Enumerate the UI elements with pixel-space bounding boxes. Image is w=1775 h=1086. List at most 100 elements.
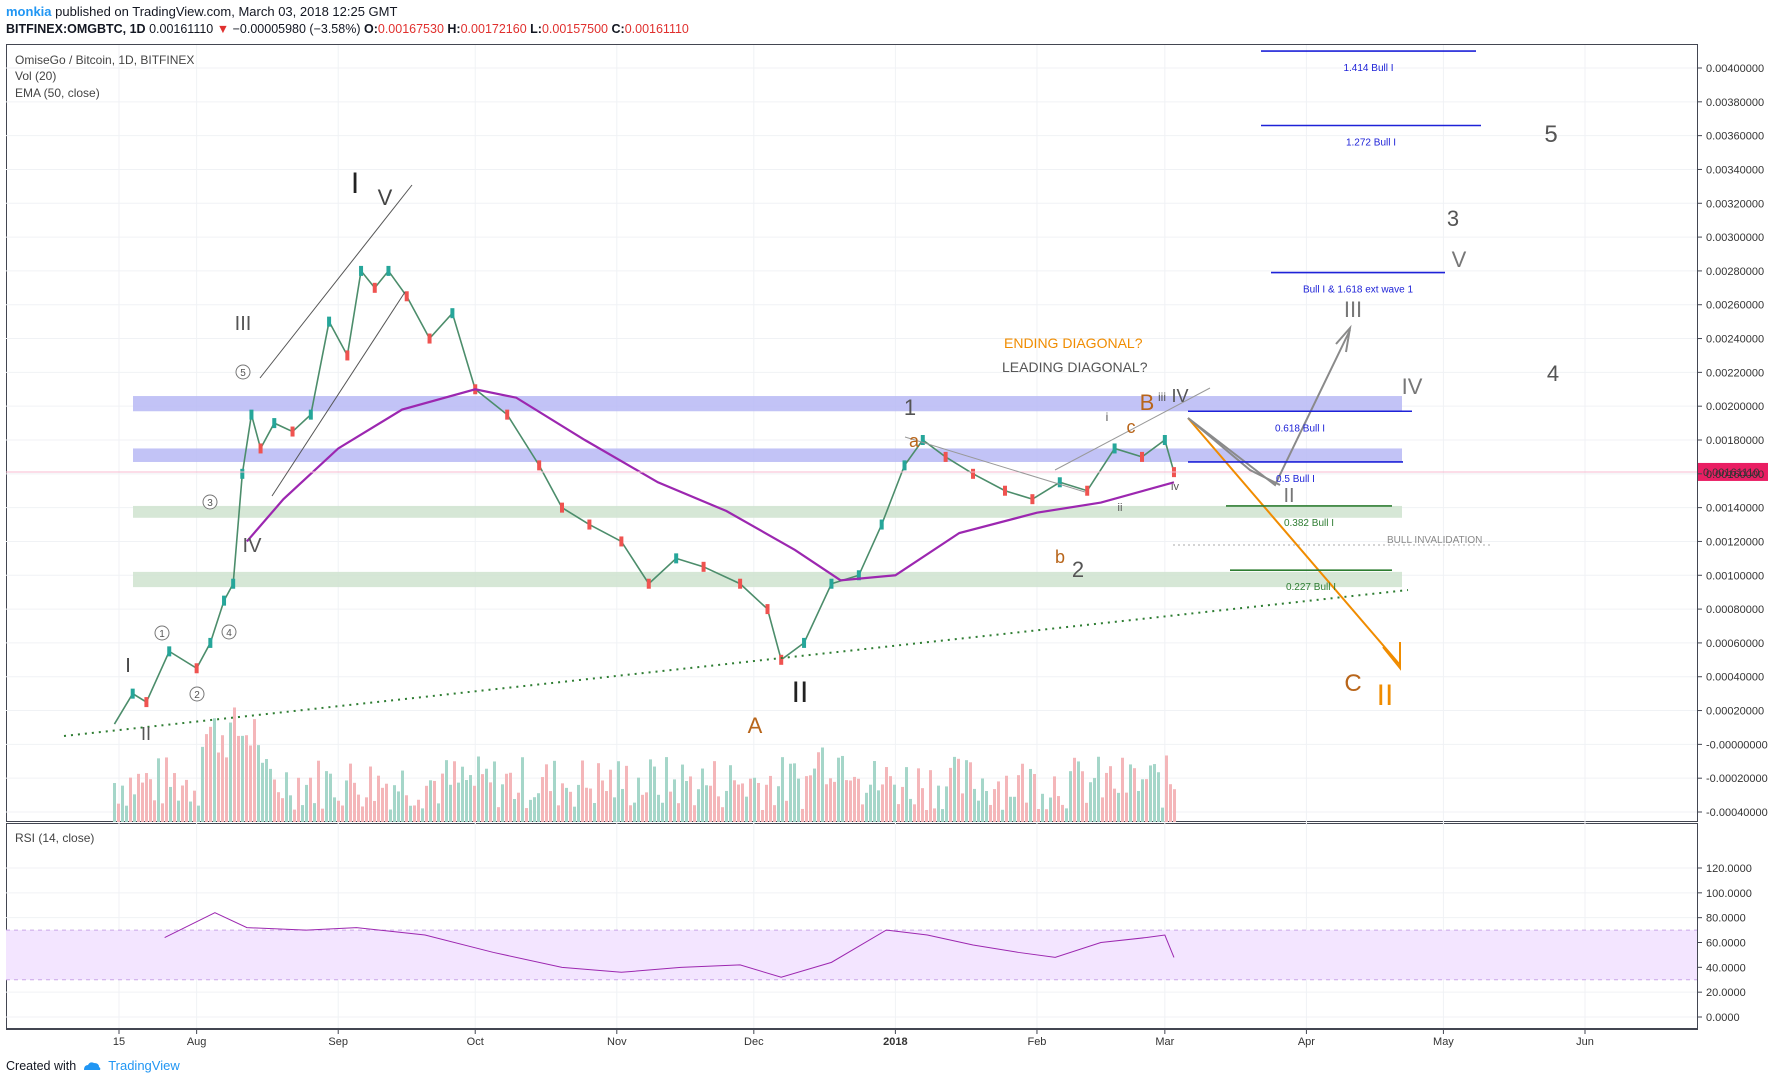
- volume-bar: [205, 734, 208, 822]
- volume-bar: [777, 786, 780, 822]
- volume-bar: [509, 772, 512, 822]
- volume-bar: [281, 798, 284, 822]
- fib-level-label: 1.414 Bull I: [1343, 63, 1393, 74]
- volume-bar: [681, 764, 684, 822]
- time-tick-label: Sep: [328, 1036, 348, 1048]
- volume-bar: [337, 800, 340, 822]
- candle: [359, 265, 364, 276]
- price-axis[interactable]: 0.00400000 0.00380000 0.00360000 0.00340000…: [1697, 63, 1768, 819]
- volume-bar: [593, 803, 596, 822]
- volume-bar: [1173, 789, 1176, 822]
- volume-bar: [1093, 777, 1096, 822]
- candle: [587, 519, 592, 530]
- publish-info: published on TradingView.com, March 03, …: [55, 4, 398, 19]
- rsi-tick-label: 20.0000: [1706, 987, 1746, 999]
- volume-bar: [785, 800, 788, 822]
- volume-bar: [881, 784, 884, 822]
- open-label: O:: [363, 22, 378, 36]
- volume-bar: [625, 765, 628, 822]
- volume-bar: [1045, 809, 1048, 822]
- candle: [372, 282, 377, 293]
- legend-title[interactable]: OmiseGo / Bitcoin, 1D, BITFINEX: [15, 53, 194, 67]
- time-axis[interactable]: 15 Aug Sep Oct Nov Dec 2018 Feb Mar Apr May Jun: [113, 1029, 1594, 1048]
- candle: [829, 578, 834, 589]
- candle: [619, 536, 624, 547]
- volume-bar: [297, 777, 300, 822]
- wave-label: I: [125, 655, 131, 677]
- candle: [802, 637, 807, 648]
- volume-bar: [1001, 809, 1004, 822]
- volume-bar: [1149, 765, 1152, 822]
- candle: [222, 595, 227, 606]
- volume-bar: [493, 761, 496, 822]
- volume-bar: [1113, 788, 1116, 822]
- volume-bar: [905, 767, 908, 822]
- wedge-line: [904, 436, 1086, 493]
- volume-bar: [521, 757, 524, 822]
- volume-bar: [949, 767, 952, 822]
- volume-bar: [1137, 791, 1140, 822]
- volume-bar: [1105, 772, 1108, 822]
- volume-bar: [773, 805, 776, 822]
- volume-bar: [453, 761, 456, 822]
- candle: [290, 426, 295, 437]
- volume-bar: [157, 758, 160, 822]
- volume-bar: [229, 722, 232, 822]
- price-tick-label: 0.00320000: [1706, 198, 1764, 210]
- volume-bar: [1057, 796, 1060, 822]
- volume-bar: [385, 783, 388, 822]
- rsi-tick-label: 40.0000: [1706, 962, 1746, 974]
- volume-bar: [1141, 779, 1144, 822]
- candle: [386, 265, 391, 276]
- volume-bar: [429, 780, 432, 822]
- candle: [327, 316, 332, 327]
- volume-bar: [609, 769, 612, 822]
- price-tick-label: -0.00040000: [1706, 807, 1768, 819]
- legend-ema[interactable]: EMA (50, close): [15, 86, 100, 100]
- price-tick-label: 0.00340000: [1706, 164, 1764, 176]
- volume-bar: [397, 791, 400, 822]
- volume-bar: [961, 793, 964, 822]
- legend-rsi[interactable]: RSI (14, close): [15, 831, 94, 845]
- volume-bar: [617, 761, 620, 822]
- volume-bar: [657, 794, 660, 822]
- wave-label: b: [1055, 547, 1065, 567]
- volume-bar: [1145, 779, 1148, 822]
- legend-volume[interactable]: Vol (20): [15, 69, 56, 83]
- volume-bar: [645, 792, 648, 822]
- rsi-axis[interactable]: 120.0000 100.0000 80.0000 60.0000 40.0000 20.…: [1697, 863, 1752, 1024]
- volume-bar: [833, 781, 836, 822]
- volume-bar: [469, 775, 472, 822]
- candle: [1112, 443, 1117, 454]
- volume-bar: [1117, 792, 1120, 822]
- volume-bar: [361, 806, 364, 822]
- circled-wave-label: 4: [226, 628, 232, 639]
- volume-bars: [113, 707, 1176, 822]
- volume-bar: [913, 804, 916, 822]
- volume-bar: [333, 797, 336, 822]
- candle: [765, 604, 770, 615]
- volume-bar: [533, 797, 536, 822]
- rsi-pane-frame: [6, 823, 1698, 1029]
- price-tick-label: 0.00060000: [1706, 638, 1764, 650]
- wave-label: V: [378, 185, 393, 210]
- candle: [272, 418, 277, 429]
- circled-wave-label: 3: [207, 498, 213, 509]
- volume-bar: [273, 779, 276, 822]
- volume-bar: [749, 778, 752, 822]
- wave-label: II: [141, 724, 151, 744]
- tradingview-brand[interactable]: TradingView: [108, 1058, 180, 1073]
- orange-arrowhead: [1382, 642, 1401, 671]
- candle: [240, 468, 245, 479]
- volume-bar: [705, 785, 708, 822]
- price-tick-label: 0.00200000: [1706, 401, 1764, 413]
- volume-bar: [445, 760, 448, 822]
- volume-bar: [197, 805, 200, 822]
- volume-bar: [825, 784, 828, 822]
- author-link[interactable]: monkia: [6, 4, 52, 19]
- gray-arrow-path: [1187, 329, 1351, 487]
- volume-bar: [581, 760, 584, 822]
- fib-levels-layer: 1.414 Bull I 1.272 Bull I Bull I & 1.618 e…: [1188, 50, 1481, 593]
